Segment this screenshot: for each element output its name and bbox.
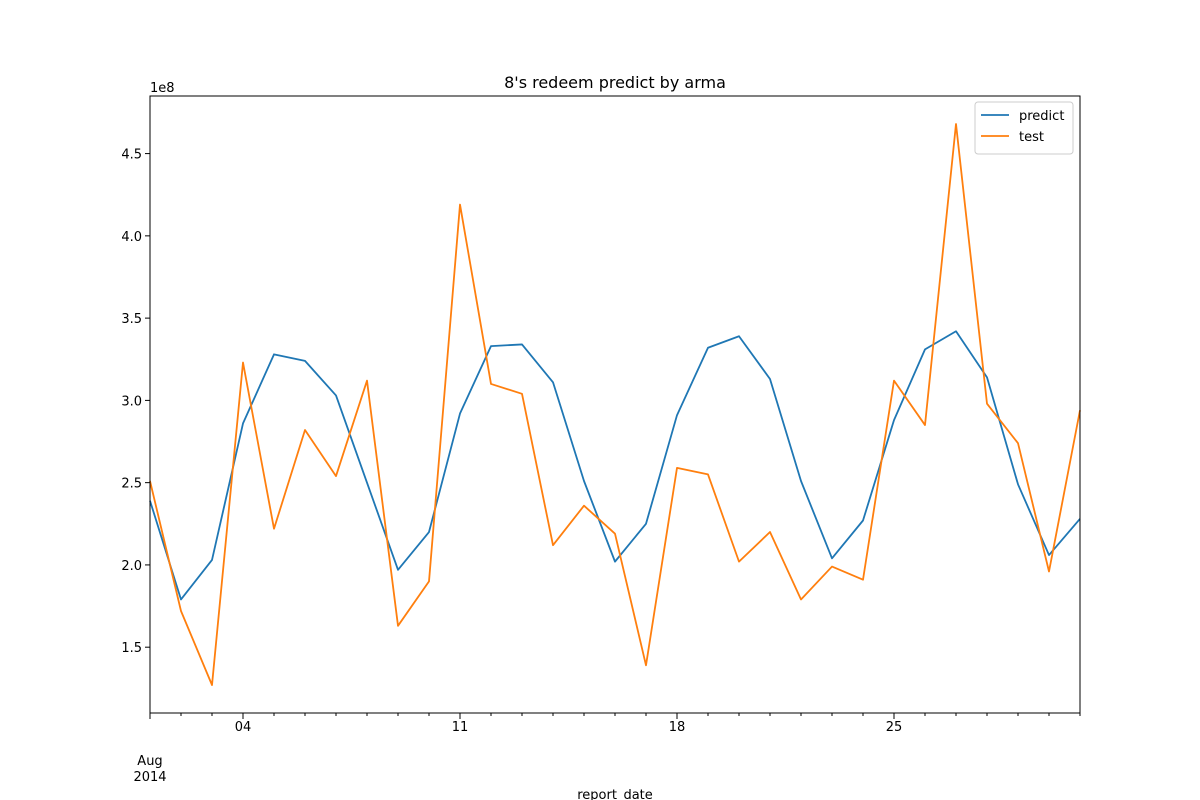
legend-label-predict: predict xyxy=(1019,109,1064,124)
y-tick-label: 2.0 xyxy=(121,559,142,574)
x-axis-month-label: Aug xyxy=(137,754,162,769)
series-layer xyxy=(149,123,1081,686)
series-line-test xyxy=(149,123,1081,686)
y-tick-label: 4.5 xyxy=(121,148,142,163)
x-axis-label: report_date xyxy=(577,788,653,800)
legend-label-test: test xyxy=(1019,130,1044,145)
y-tick-label: 2.5 xyxy=(121,477,142,492)
x-tick-label: 25 xyxy=(886,720,903,735)
x-tick-label: 18 xyxy=(669,720,686,735)
legend: predict test xyxy=(974,101,1074,155)
y-tick-label: 4.0 xyxy=(121,230,142,245)
y-axis-offset-label: 1e8 xyxy=(150,81,175,96)
series-line-predict xyxy=(149,330,1081,601)
chart-title: 8's redeem predict by arma xyxy=(504,73,726,92)
x-tick-label: 11 xyxy=(452,720,469,735)
y-tick-label: 3.5 xyxy=(121,312,142,327)
x-tick-label: 04 xyxy=(235,720,252,735)
y-tick-label: 3.0 xyxy=(121,394,142,409)
y-axis: 1.5 2.0 2.5 3.0 3.5 4.0 4.5 xyxy=(121,148,150,656)
x-axis: 04 11 18 25 xyxy=(149,713,1081,735)
y-tick-label: 1.5 xyxy=(121,641,142,656)
x-axis-year-label: 2014 xyxy=(133,770,166,785)
